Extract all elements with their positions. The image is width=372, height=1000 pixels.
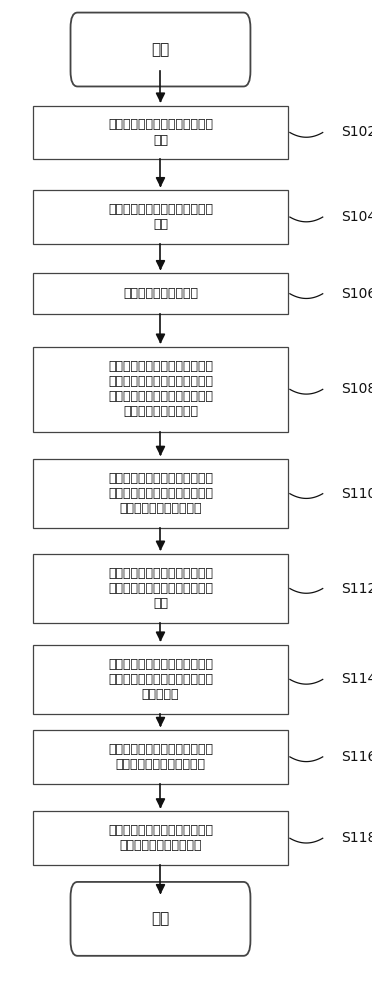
Text: S104: S104	[341, 210, 372, 224]
FancyBboxPatch shape	[33, 730, 288, 784]
Text: 获取电机的速度参考值: 获取电机的速度参考值	[123, 287, 198, 300]
Text: S108: S108	[341, 382, 372, 396]
Text: S102: S102	[341, 125, 372, 139]
Text: 根据转子磁链第一分量和转子磁
链第二分量计算转子位置角: 根据转子磁链第一分量和转子磁 链第二分量计算转子位置角	[108, 743, 213, 771]
Text: S110: S110	[341, 487, 372, 501]
Text: 获取电机的第一相电压和第二相
电压: 获取电机的第一相电压和第二相 电压	[108, 203, 213, 231]
FancyBboxPatch shape	[33, 106, 288, 159]
Text: S106: S106	[341, 287, 372, 301]
Text: 通过第一相电流、第二相电流、
第一相电压、第二相电压、速度
参考值及电机参数分别计算出第
一反电势和第二反电势: 通过第一相电流、第二相电流、 第一相电压、第二相电压、速度 参考值及电机参数分别…	[108, 360, 213, 418]
Text: S112: S112	[341, 582, 372, 596]
Text: S114: S114	[341, 672, 372, 686]
Text: 结束: 结束	[151, 911, 170, 926]
Text: S118: S118	[341, 831, 372, 845]
Text: S116: S116	[341, 750, 372, 764]
Text: 获取电机的第一相电流和第二相
电流: 获取电机的第一相电流和第二相 电流	[108, 118, 213, 146]
Text: 通过第三磁链和第四磁链分别计
算出转子磁链第一分量和转子磁
链第二分量: 通过第三磁链和第四磁链分别计 算出转子磁链第一分量和转子磁 链第二分量	[108, 658, 213, 701]
FancyBboxPatch shape	[33, 811, 288, 865]
FancyBboxPatch shape	[33, 273, 288, 314]
FancyBboxPatch shape	[33, 347, 288, 432]
Text: 通过第一低通滤波器分别对第一
反电势和第二反电势积分处理并
获得第一磁链和第二磁链: 通过第一低通滤波器分别对第一 反电势和第二反电势积分处理并 获得第一磁链和第二磁…	[108, 472, 213, 515]
FancyBboxPatch shape	[33, 645, 288, 714]
FancyBboxPatch shape	[71, 882, 250, 956]
FancyBboxPatch shape	[33, 190, 288, 244]
FancyBboxPatch shape	[33, 554, 288, 623]
Text: 开始: 开始	[151, 42, 170, 57]
FancyBboxPatch shape	[71, 13, 250, 86]
FancyBboxPatch shape	[33, 459, 288, 528]
Text: 通过高通滤波器处理第一磁链和
第二磁链，获得第三磁链和第四
磁链: 通过高通滤波器处理第一磁链和 第二磁链，获得第三磁链和第四 磁链	[108, 567, 213, 610]
Text: 根据转子磁链第一分量和转子磁
链第二分量计算转子速度: 根据转子磁链第一分量和转子磁 链第二分量计算转子速度	[108, 824, 213, 852]
